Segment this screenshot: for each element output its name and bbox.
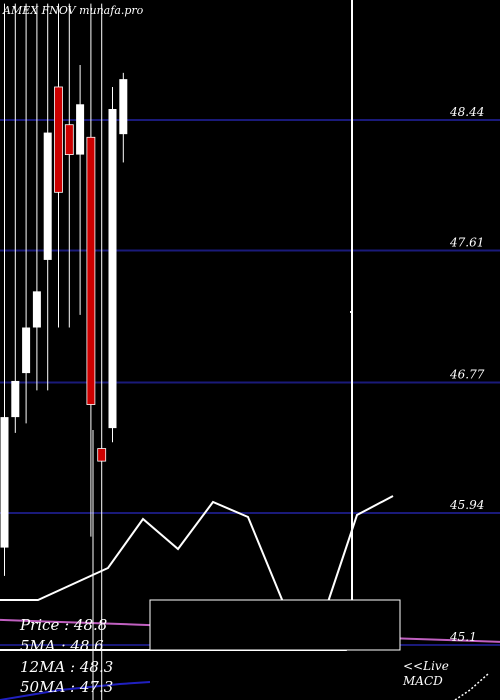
- price-label: Price : 48.8: [19, 616, 107, 634]
- candle-body: [0, 417, 9, 548]
- candle-body: [11, 380, 20, 418]
- candle: [0, 3, 9, 576]
- y-tick-label: 46.77: [449, 368, 485, 382]
- candle: [32, 3, 41, 391]
- live-macd-label: <<Live: [403, 659, 449, 673]
- candle: [119, 72, 128, 163]
- candle-body: [86, 136, 96, 405]
- info-panel: [149, 599, 401, 651]
- y-tick-label: 47.61: [449, 235, 484, 249]
- ma50-line: [0, 681, 151, 700]
- candle-body: [76, 104, 85, 155]
- ma50-label: 50MA : 47.3: [20, 678, 113, 696]
- candle: [108, 86, 117, 443]
- candle-body: [97, 448, 107, 462]
- chart-header: AMEX FNOV munafa.pro: [2, 4, 144, 17]
- candle-body: [108, 108, 117, 429]
- macd-line: [0, 500, 284, 603]
- y-tick-label: 48.44: [449, 105, 484, 119]
- macd-label: MACD: [402, 674, 443, 688]
- candle: [43, 3, 52, 391]
- y-tick-labels: 48.44 47.61 46.77 45.94 45.1: [449, 105, 485, 644]
- candles: [0, 3, 128, 700]
- candle: [97, 3, 107, 700]
- candle: [54, 3, 63, 328]
- macd-line: [327, 495, 394, 603]
- y-tick-label: 45.94: [449, 498, 484, 512]
- ma12-label: 12MA : 48.3: [20, 658, 113, 676]
- candle-body: [32, 291, 41, 328]
- candle: [11, 3, 20, 433]
- candle-body: [43, 132, 52, 260]
- candle: [64, 3, 74, 328]
- ma5-label: 5MA : 48.6: [20, 637, 104, 655]
- candle: [86, 3, 96, 537]
- y-tick-label: 45.1: [449, 630, 477, 644]
- candle-body: [64, 124, 74, 155]
- candle: [76, 64, 85, 315]
- candle-body: [119, 79, 128, 135]
- candle-body: [54, 86, 63, 193]
- candle: [22, 3, 31, 424]
- candle-body: [22, 327, 31, 374]
